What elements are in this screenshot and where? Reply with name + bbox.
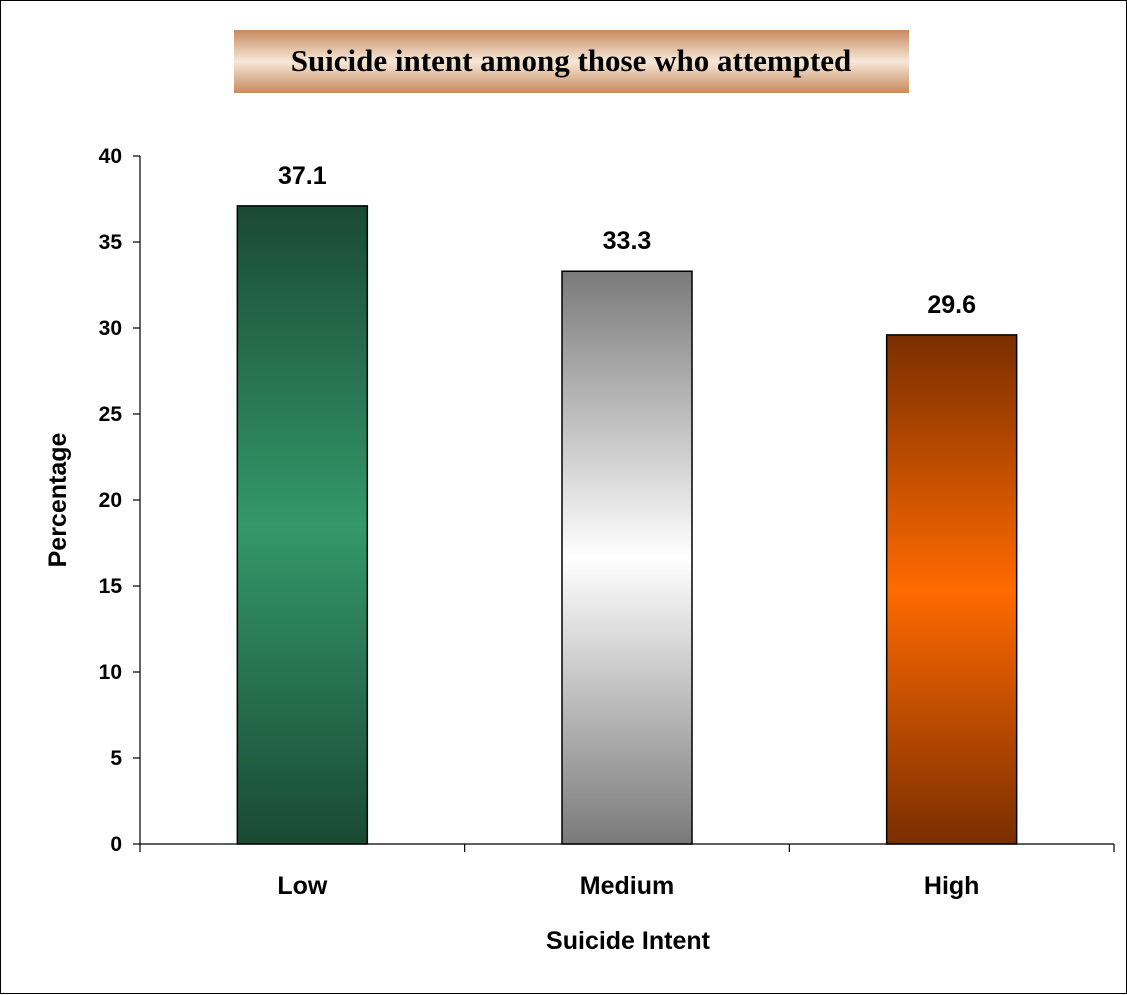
data-label-high: 29.6 bbox=[927, 291, 976, 319]
y-tick-label: 15 bbox=[99, 575, 123, 598]
chart-title-background bbox=[234, 30, 909, 93]
y-tick-label: 25 bbox=[99, 403, 123, 426]
y-tick-label: 10 bbox=[99, 661, 122, 684]
y-axis-title: Percentage bbox=[44, 433, 72, 568]
chart-title-group: Suicide intent among those who attempted bbox=[234, 30, 909, 93]
category-label-low: Low bbox=[277, 872, 328, 900]
category-label-medium: Medium bbox=[580, 872, 674, 900]
bar-medium bbox=[561, 270, 693, 845]
bar-high bbox=[885, 334, 1018, 845]
y-tick-label: 30 bbox=[99, 317, 122, 340]
y-tick-label: 35 bbox=[99, 231, 123, 254]
y-tick-label: 0 bbox=[110, 833, 122, 856]
x-axis-title: Suicide Intent bbox=[546, 927, 711, 955]
y-tick-label: 5 bbox=[110, 747, 122, 770]
bar-low bbox=[236, 205, 369, 845]
data-label-medium: 33.3 bbox=[603, 227, 652, 255]
y-tick-label: 40 bbox=[99, 145, 122, 168]
y-tick-label: 20 bbox=[99, 489, 122, 512]
category-label-high: High bbox=[924, 872, 980, 900]
data-label-low: 37.1 bbox=[278, 162, 327, 190]
chart-title: Suicide intent among those who attempted bbox=[291, 43, 852, 78]
